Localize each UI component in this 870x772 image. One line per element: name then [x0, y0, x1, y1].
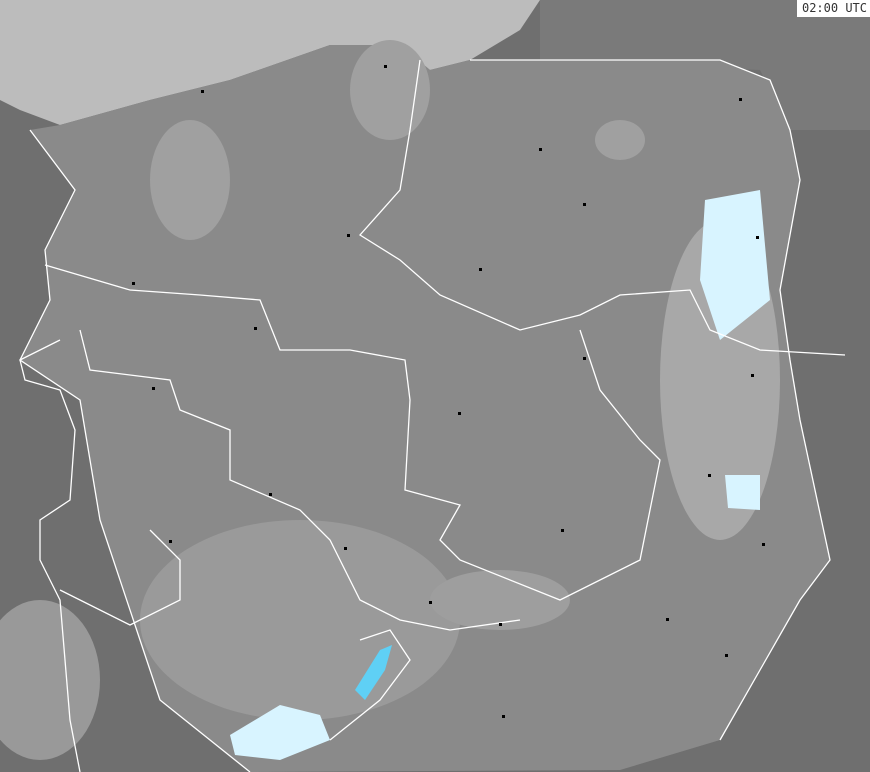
- region-border: [59, 529, 411, 741]
- baltic-sea: [0, 0, 540, 125]
- city-marker: [666, 618, 669, 621]
- radar-cell: [230, 705, 330, 760]
- radar-cell: [725, 475, 760, 510]
- radar-area: [150, 120, 230, 240]
- city-marker: [201, 90, 204, 93]
- city-marker: [751, 374, 754, 377]
- radar-cell: [700, 190, 770, 340]
- radar-area: [430, 570, 570, 630]
- city-marker: [347, 234, 350, 237]
- city-marker: [583, 357, 586, 360]
- timestamp-label: 02:00 UTC: [796, 0, 870, 17]
- city-marker: [502, 715, 505, 718]
- city-marker: [169, 540, 172, 543]
- region-border: [79, 329, 521, 631]
- radar-area: [140, 520, 460, 720]
- region-border: [19, 339, 81, 772]
- city-marker: [254, 327, 257, 330]
- radar-area: [350, 40, 430, 140]
- city-marker: [725, 654, 728, 657]
- radar-area: [0, 600, 100, 760]
- city-marker: [458, 412, 461, 415]
- city-marker: [762, 543, 765, 546]
- region-border: [359, 59, 846, 356]
- city-marker: [344, 547, 347, 550]
- city-marker: [756, 236, 759, 239]
- city-marker: [539, 148, 542, 151]
- city-marker: [739, 98, 742, 101]
- city-marker: [384, 65, 387, 68]
- city-marker: [132, 282, 135, 285]
- radar-cell: [355, 645, 392, 700]
- city-marker: [269, 493, 272, 496]
- city-marker: [583, 203, 586, 206]
- city-marker: [499, 623, 502, 626]
- city-marker: [429, 601, 432, 604]
- city-marker: [708, 474, 711, 477]
- region-border: [44, 264, 661, 601]
- city-markers: [132, 65, 765, 718]
- city-marker: [479, 268, 482, 271]
- borders: [19, 59, 846, 772]
- radar-area: [595, 120, 645, 160]
- city-marker: [152, 387, 155, 390]
- city-marker: [561, 529, 564, 532]
